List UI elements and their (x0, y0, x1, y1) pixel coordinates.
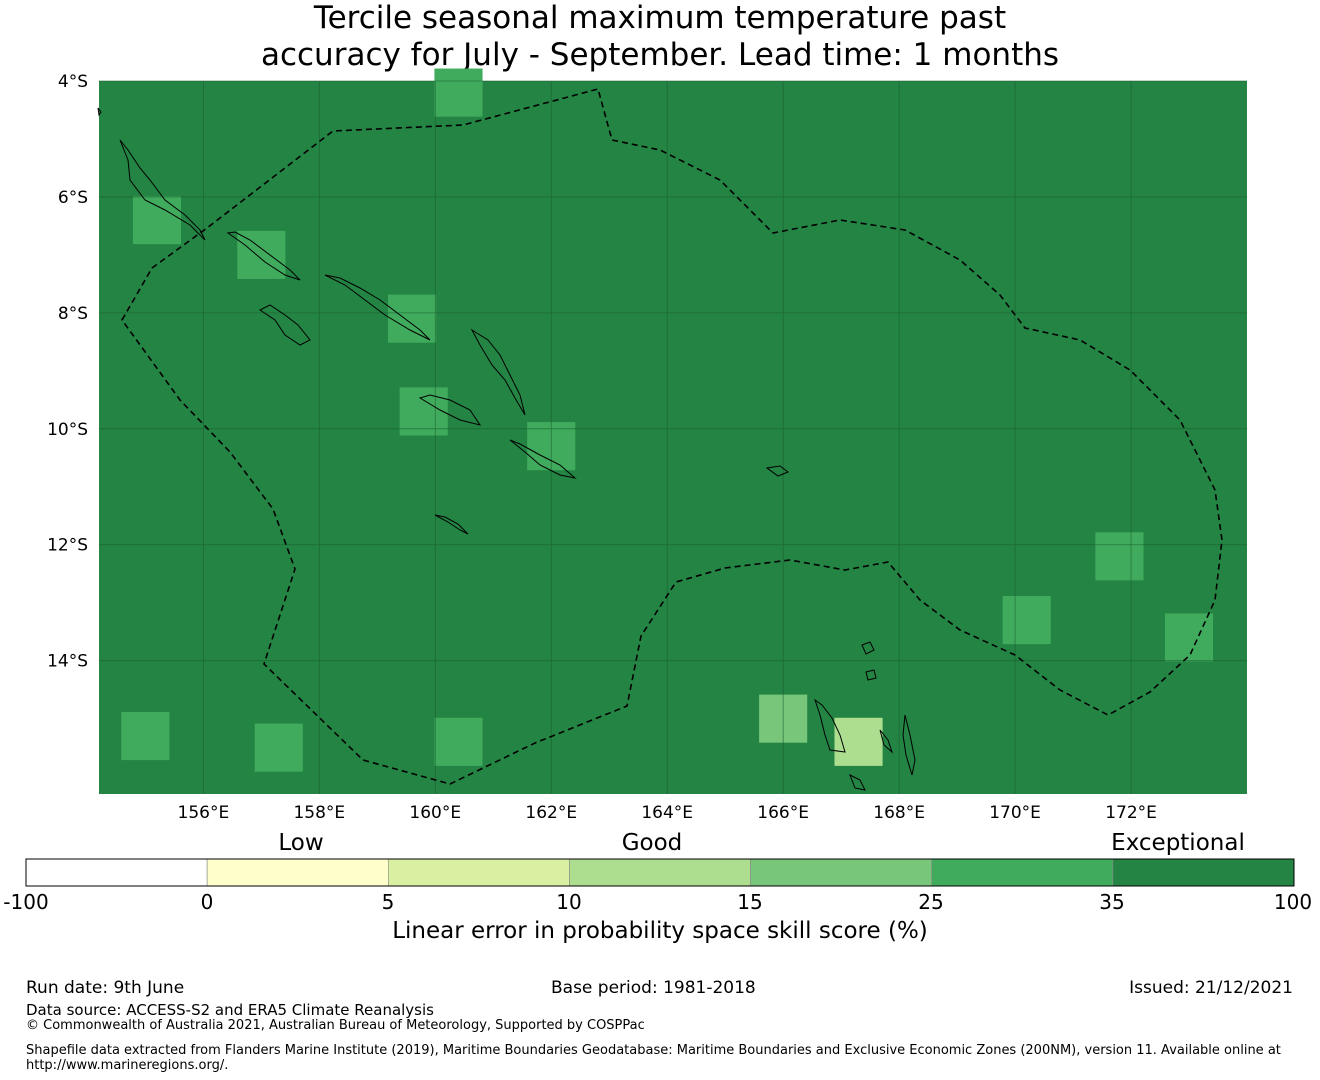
island-ambae (865, 669, 877, 681)
island-santa-isabel (324, 274, 431, 341)
legend-exceptional: Exceptional (1111, 830, 1245, 856)
cbar-tick-0: -100 (3, 890, 49, 914)
skill-cell (434, 717, 483, 766)
island-efate-group (902, 714, 916, 776)
skill-cell (399, 387, 448, 436)
island-espiritu-santo (814, 698, 846, 753)
map-background (99, 81, 1247, 794)
lat-tick-label: 8°S (58, 304, 88, 324)
lon-tick-label: 172°E (1105, 803, 1157, 823)
island-makira (509, 439, 577, 479)
issued-date: Issued: 21/12/2021 (1129, 978, 1293, 998)
skill-cell (1164, 613, 1214, 662)
skill-cell (388, 294, 437, 343)
island-santa-cruz (765, 465, 790, 477)
colorbar-frame (25, 858, 1295, 887)
lon-tick-label: 166°E (757, 803, 809, 823)
island-bougainville (119, 139, 206, 241)
coastlines (97, 107, 916, 791)
island-small-vanuatu (849, 773, 866, 791)
shapefile-credit: Shapefile data extracted from Flanders M… (26, 1043, 1281, 1058)
lat-tick-labels: 4°S 6°S 8°S 10°S 12°S 14°S (47, 72, 88, 672)
skill-cell (1095, 532, 1144, 581)
eez-boundary (121, 88, 1223, 785)
island-choiseul (226, 231, 301, 281)
colorbar-segment (387, 858, 570, 887)
legend-low: Low (278, 830, 324, 856)
lat-tick-label: 4°S (58, 72, 88, 92)
title-line-2: accuracy for July - September. Lead time… (260, 37, 1060, 73)
cbar-tick-6: 35 (1099, 890, 1125, 914)
lon-tick-label: 164°E (641, 803, 693, 823)
cbar-tick-5: 25 (918, 890, 944, 914)
colorbar (25, 858, 1295, 887)
island-rennell (434, 514, 469, 535)
colorbar-segment (569, 858, 751, 887)
lat-tick-label: 10°S (47, 420, 88, 440)
lon-tick-labels: 156°E 158°E 160°E 162°E 164°E 166°E 168°E 170°E… (178, 803, 1157, 823)
skill-cell (434, 68, 483, 117)
island-buka (97, 107, 102, 117)
colorbar-segment (25, 858, 208, 887)
shapefile-url: http://www.marineregions.org/. (26, 1058, 229, 1073)
base-period: Base period: 1981-2018 (551, 978, 756, 998)
island-banks (861, 641, 875, 655)
lat-tick-label: 14°S (47, 652, 88, 672)
colorbar-segment (1112, 858, 1295, 887)
map-title: Tercile seasonal maximum temperature pas… (0, 0, 1320, 74)
data-source: Data source: ACCESS-S2 and ERA5 Climate … (26, 1001, 434, 1019)
lon-tick-label: 160°E (409, 803, 461, 823)
skill-cell (1002, 596, 1051, 645)
graticule (99, 80, 1247, 794)
cbar-tick-7: 100 (1273, 890, 1313, 914)
island-guadalcanal (418, 394, 482, 426)
colorbar-segment (931, 858, 1114, 887)
skill-cell (237, 230, 286, 279)
cbar-tick-3: 10 (556, 890, 582, 914)
skill-cell (254, 723, 303, 772)
lon-tick-label: 170°E (989, 803, 1041, 823)
lon-tick-label: 156°E (178, 803, 230, 823)
lat-tick-label: 12°S (47, 536, 88, 556)
island-new-georgia (259, 304, 311, 346)
colorbar-segment (750, 858, 933, 887)
legend-good: Good (621, 830, 683, 856)
lon-tick-label: 162°E (525, 803, 577, 823)
title-line-1: Tercile seasonal maximum temperature pas… (313, 0, 1007, 36)
cbar-tick-1: 0 (200, 890, 214, 914)
cbar-tick-4: 15 (737, 890, 763, 914)
colorbar-title: Linear error in probability space skill … (392, 918, 928, 944)
lon-tick-label: 158°E (293, 803, 345, 823)
island-malekula (879, 729, 894, 754)
skill-cell (121, 711, 170, 761)
cbar-tick-2: 5 (381, 890, 395, 914)
colorbar-segment (206, 858, 389, 887)
lon-tick-label: 168°E (873, 803, 925, 823)
skill-cell (132, 196, 182, 245)
lat-tick-label: 6°S (58, 188, 88, 208)
copyright: © Commonwealth of Australia 2021, Austra… (26, 1018, 645, 1033)
run-date: Run date: 9th June (26, 978, 185, 998)
island-malaita (470, 328, 526, 416)
